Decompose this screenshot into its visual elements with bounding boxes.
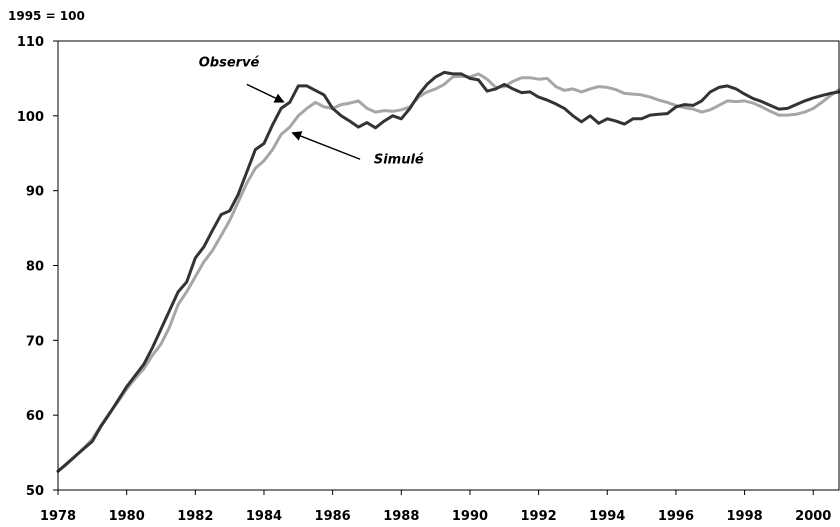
x-tick-label: 1986 [315,509,351,524]
x-tick-label: 1988 [383,509,419,524]
x-tick-label: 1978 [40,509,76,524]
y-tick-label: 80 [26,260,44,275]
x-tick-label: 1994 [589,509,625,524]
x-tick-label: 1982 [177,509,213,524]
x-tick-label: 1984 [246,509,282,524]
y-tick-label: 70 [26,334,44,349]
x-tick-label: 1996 [658,509,694,524]
annotation-label: Simulé [374,153,424,168]
annotation-arrow [246,83,285,103]
series-line-observe [56,70,840,473]
x-tick-label: 1990 [452,509,488,524]
y-tick-label: 110 [17,35,44,50]
plot-frame [57,40,840,491]
x-tick-label: 1980 [109,509,145,524]
annotation-layer: Observé Simulé [199,55,424,167]
series-line-simule [56,72,840,473]
unit-label: 1995 = 100 [8,9,85,23]
y-tick-label: 50 [26,484,44,499]
annotation-arrow [291,131,361,160]
x-tick-label: 1992 [521,509,557,524]
x-tick-label: 2000 [795,509,831,524]
annotation-label: Observé [199,55,260,70]
y-tick-label: 100 [17,110,44,125]
series-layer [56,70,840,473]
x-axis-ticks: 1978 1980 1982 1984 1986 1988 1990 1992 1994 1996… [40,490,831,524]
y-tick-label: 90 [26,185,44,200]
x-tick-label: 1998 [726,509,762,524]
y-axis-ticks: 110 100 90 80 70 60 50 [17,35,58,499]
y-tick-label: 60 [26,409,44,424]
